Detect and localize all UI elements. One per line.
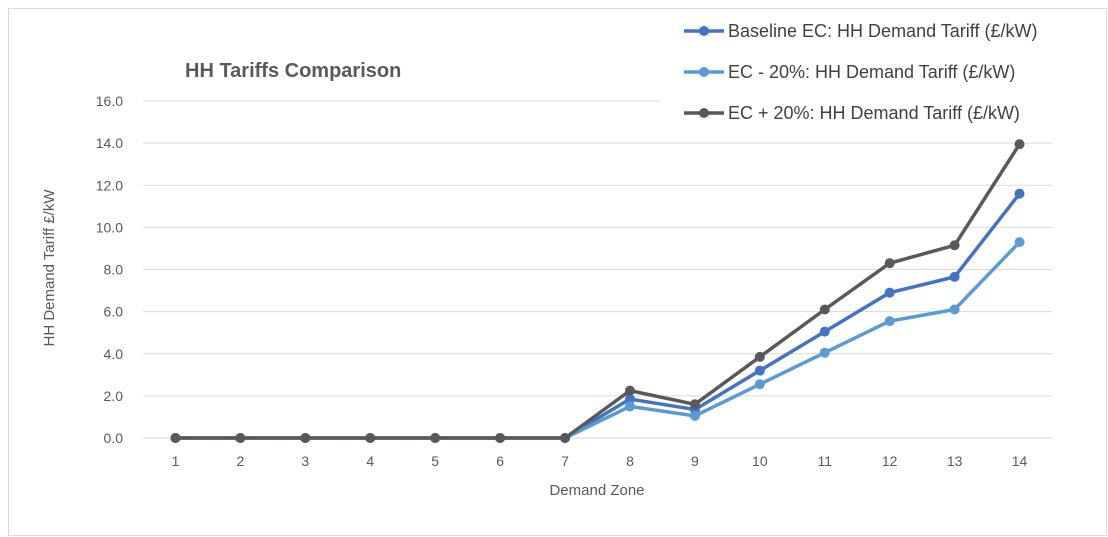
data-point xyxy=(624,401,635,412)
data-point xyxy=(754,379,765,390)
y-tick-label: 6.0 xyxy=(104,304,124,320)
x-tick-label: 14 xyxy=(1012,453,1028,469)
legend: Baseline EC: HH Demand Tariff (£/kW) EC -… xyxy=(684,21,1037,123)
series-line xyxy=(175,192,1021,440)
y-tick-label: 12.0 xyxy=(96,177,123,193)
data-point xyxy=(754,365,765,376)
x-tick-label: 13 xyxy=(947,453,963,469)
x-axis-label: Demand Zone xyxy=(549,482,644,499)
y-tick-label: 10.0 xyxy=(96,219,123,235)
series-line xyxy=(175,143,1022,440)
x-axis-ticks: 1 2 3 4 5 6 7 8 9 10 11 12 13 14 xyxy=(172,453,1028,469)
y-tick-label: 8.0 xyxy=(104,262,124,278)
y-tick-label: 16.0 xyxy=(96,93,123,109)
y-tick-label: 14.0 xyxy=(96,135,123,151)
series-3 xyxy=(170,139,1025,443)
data-point xyxy=(819,304,830,315)
x-tick-label: 6 xyxy=(496,453,504,469)
data-point xyxy=(624,385,635,396)
chart-title: HH Tariffs Comparison xyxy=(185,60,401,82)
y-axis-label: HH Demand Tariff £/kW xyxy=(41,189,58,347)
data-point xyxy=(949,271,960,282)
data-point xyxy=(495,433,506,443)
data-point xyxy=(430,433,441,443)
legend-item-1: Baseline EC: HH Demand Tariff (£/kW) xyxy=(684,21,1037,41)
legend-label: EC - 20%: HH Demand Tariff (£/kW) xyxy=(728,62,1015,82)
x-tick-label: 5 xyxy=(431,453,439,469)
x-tick-label: 2 xyxy=(236,453,244,469)
y-tick-label: 4.0 xyxy=(104,346,124,362)
legend-label: EC + 20%: HH Demand Tariff (£/kW) xyxy=(728,103,1020,123)
data-point xyxy=(624,394,635,405)
series-2 xyxy=(170,237,1025,443)
data-point xyxy=(560,433,571,443)
legend-marker xyxy=(699,108,709,118)
x-tick-label: 3 xyxy=(301,453,309,469)
data-point xyxy=(1014,188,1025,199)
data-point xyxy=(884,287,895,298)
legend-marker xyxy=(699,67,709,77)
legend-item-2: EC - 20%: HH Demand Tariff (£/kW) xyxy=(684,62,1015,82)
x-tick-label: 11 xyxy=(817,453,832,469)
gridlines xyxy=(143,100,1052,439)
legend-label: Baseline EC: HH Demand Tariff (£/kW) xyxy=(728,21,1037,41)
x-tick-label: 4 xyxy=(366,453,374,469)
data-point xyxy=(819,326,830,337)
series-lines xyxy=(170,139,1025,443)
data-point xyxy=(949,304,960,315)
data-point xyxy=(365,433,376,443)
y-axis-ticks: 0.0 2.0 4.0 6.0 8.0 10.0 12.0 14.0 16.0 xyxy=(96,93,123,446)
legend-background xyxy=(660,14,1100,132)
x-tick-label: 1 xyxy=(172,453,180,469)
x-tick-label: 12 xyxy=(882,453,898,469)
series-line xyxy=(175,240,1021,440)
data-point xyxy=(754,351,765,362)
data-point xyxy=(1014,237,1025,248)
x-tick-label: 8 xyxy=(626,453,634,469)
data-point xyxy=(1014,139,1025,150)
data-point xyxy=(949,240,960,251)
data-point xyxy=(235,433,246,443)
y-tick-label: 0.0 xyxy=(104,430,124,446)
series-1 xyxy=(170,188,1025,443)
data-point xyxy=(170,433,181,443)
data-point xyxy=(689,410,700,421)
x-tick-label: 9 xyxy=(691,453,699,469)
data-point xyxy=(300,433,311,443)
data-point xyxy=(689,399,700,410)
y-tick-label: 2.0 xyxy=(104,388,124,404)
chart-border xyxy=(8,8,1107,536)
x-tick-label: 10 xyxy=(752,453,768,469)
legend-marker xyxy=(699,26,709,36)
data-point xyxy=(884,316,895,327)
x-tick-label: 7 xyxy=(561,453,569,469)
legend-item-3: EC + 20%: HH Demand Tariff (£/kW) xyxy=(684,103,1020,123)
data-point xyxy=(884,258,895,269)
data-point xyxy=(819,347,830,358)
